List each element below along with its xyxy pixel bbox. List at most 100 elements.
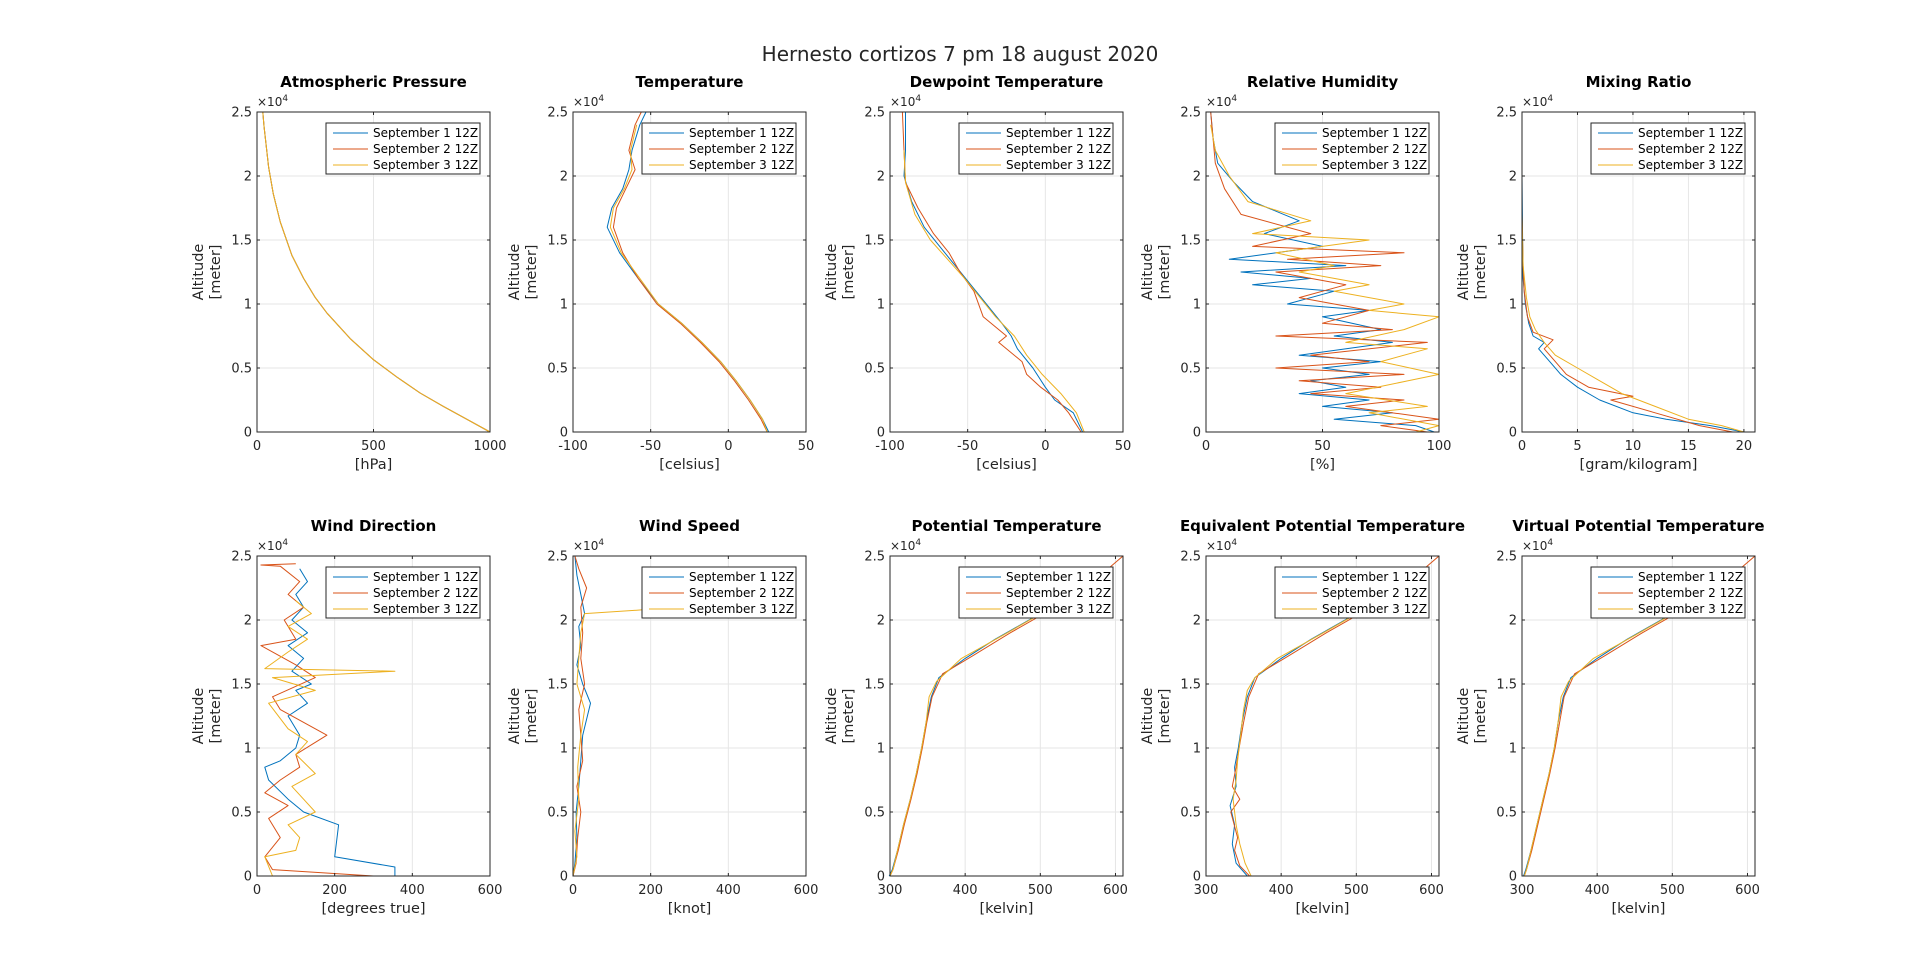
y-exponent-power: 4	[1231, 94, 1237, 104]
series-line-3	[889, 599, 1079, 877]
y-axis-label-line: [meter]	[1473, 245, 1489, 300]
subplot-title: Wind Speed	[639, 517, 740, 535]
subplot-title: Relative Humidity	[1247, 73, 1399, 91]
y-exponent-label: ×104	[257, 538, 288, 553]
x-tick-label: -50	[957, 439, 978, 454]
subplot-4: 0 50 100 0 0.5 1 1.5 2 2.5 ×104 Relative Humidity […	[1140, 73, 1451, 473]
x-axis-label: [degrees true]	[321, 901, 425, 917]
y-axis-label-line: Altitude	[191, 244, 207, 301]
y-axis-label-line: Altitude	[1140, 688, 1156, 745]
y-tick-label: 1	[1509, 742, 1517, 757]
y-tick-label: 2	[560, 614, 568, 629]
series-line-3	[1210, 124, 1440, 433]
y-axis-label-line: Altitude	[824, 244, 840, 301]
y-exponent-power: 4	[1231, 538, 1237, 548]
series-line-3	[609, 124, 768, 433]
series-line-1	[264, 568, 396, 876]
series-line-3	[903, 150, 1085, 433]
x-axis-label: [hPa]	[355, 457, 392, 473]
y-tick-label: 2	[1193, 614, 1201, 629]
y-exponent-label: ×104	[1206, 538, 1237, 553]
series-line-1	[572, 555, 591, 877]
y-tick-label: 2	[1509, 614, 1517, 629]
legend-label-1: September 1 12Z	[1006, 570, 1111, 584]
y-axis-label: Altitude[meter]	[824, 244, 857, 301]
legend-label-1: September 1 12Z	[1006, 126, 1111, 140]
y-axis-label: Altitude[meter]	[191, 688, 224, 745]
x-tick-label: 400	[716, 883, 741, 898]
y-tick-label: 1	[244, 742, 252, 757]
y-tick-label: 1.5	[231, 678, 252, 693]
y-tick-label: 1.5	[547, 678, 568, 693]
axes-box	[889, 555, 1124, 877]
y-tick-label: 2.5	[231, 106, 252, 121]
legend-label-3: September 3 12Z	[373, 602, 478, 616]
y-tick-label: 2	[1193, 170, 1201, 185]
series-line-3	[262, 111, 491, 433]
y-exponent-label: ×104	[573, 94, 604, 109]
legend-label-3: September 3 12Z	[373, 158, 478, 172]
y-tick-label: 1	[1193, 298, 1201, 313]
y-tick-label: 2.5	[864, 106, 885, 121]
y-tick-label: 0	[560, 870, 568, 885]
x-tick-label: 5	[1573, 439, 1581, 454]
x-tick-label: 0	[569, 883, 577, 898]
series-line-3	[1523, 599, 1711, 877]
y-tick-label: 1	[560, 298, 568, 313]
x-tick-label: 500	[1344, 883, 1369, 898]
x-tick-label: 200	[322, 883, 347, 898]
subplot-1: 0 500 1000 0 0.5 1 1.5 2 2.5 ×104 Atmospheric Pres…	[191, 73, 507, 473]
series-line-2	[901, 111, 1082, 433]
subplot-6: 0 200 400 600 0 0.5 1 1.5 2 2.5 ×104 Wind Direction…	[191, 517, 502, 917]
subplot-5: 0 5 10 15 20 0 0.5 1 1.5 2 2.5 ×104 Mixing Ratio [gra…	[1456, 73, 1756, 473]
x-axis-label: [celsius]	[659, 457, 720, 473]
y-axis-label-line: Altitude	[1140, 244, 1156, 301]
x-axis-label: [celsius]	[976, 457, 1037, 473]
y-axis-label-line: [meter]	[1473, 689, 1489, 744]
x-tick-label: -50	[640, 439, 661, 454]
y-exponent-label: ×104	[573, 538, 604, 553]
legend: September 1 12Z September 2 12Z September …	[641, 122, 797, 175]
legend: September 1 12Z September 2 12Z September …	[958, 122, 1114, 175]
x-axis-label: [kelvin]	[980, 901, 1034, 917]
subplot-title: Temperature	[636, 73, 744, 91]
y-tick-label: 2	[244, 614, 252, 629]
subplot-9: 300 400 500 600 0 0.5 1 1.5 2 2.5 ×104 Equivalent P…	[1140, 517, 1465, 917]
axes-box	[572, 111, 807, 433]
y-tick-label: 1	[1193, 742, 1201, 757]
y-tick-label: 0	[1193, 426, 1201, 441]
y-tick-label: 0.5	[864, 806, 885, 821]
legend-label-2: September 2 12Z	[1006, 586, 1111, 600]
y-tick-label: 0	[244, 870, 252, 885]
y-tick-label: 0.5	[231, 362, 252, 377]
y-tick-label: 0	[877, 870, 885, 885]
y-tick-label: 0.5	[1496, 362, 1517, 377]
y-axis-label: Altitude[meter]	[1456, 244, 1489, 301]
x-tick-label: 500	[1660, 883, 1685, 898]
x-tick-label: 0	[1518, 439, 1526, 454]
axes-box	[572, 555, 807, 877]
y-tick-label: 2.5	[547, 106, 568, 121]
y-tick-label: 2.5	[864, 550, 885, 565]
x-tick-label: 500	[361, 439, 386, 454]
legend-label-1: September 1 12Z	[1322, 126, 1427, 140]
y-tick-label: 0.5	[1496, 806, 1517, 821]
y-axis-label: Altitude[meter]	[507, 244, 540, 301]
axes-box	[1521, 555, 1756, 877]
legend-label-3: September 3 12Z	[1322, 602, 1427, 616]
subplot-2: -100 -50 0 50 0 0.5 1 1.5 2 2.5 ×104 Temperature [ce…	[507, 73, 814, 473]
legend: September 1 12Z September 2 12Z September …	[641, 566, 797, 619]
x-axis-label: [gram/kilogram]	[1580, 457, 1698, 473]
x-tick-label: 600	[1735, 883, 1760, 898]
y-axis-label: Altitude[meter]	[1456, 688, 1489, 745]
x-tick-label: 0	[1041, 439, 1049, 454]
x-tick-label: 0	[253, 883, 261, 898]
y-tick-label: 2.5	[1496, 550, 1517, 565]
series-line-2	[260, 563, 374, 877]
y-tick-label: 2	[244, 170, 252, 185]
y-tick-label: 2	[1509, 170, 1517, 185]
legend-label-2: September 2 12Z	[1322, 142, 1427, 156]
x-tick-label: -100	[558, 439, 588, 454]
x-tick-label: 400	[1269, 883, 1294, 898]
